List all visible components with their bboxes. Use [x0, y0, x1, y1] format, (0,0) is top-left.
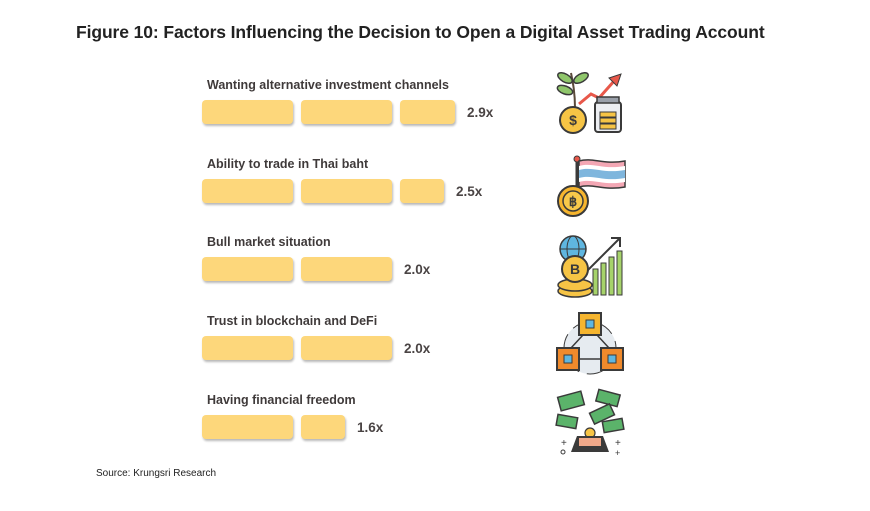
- factor-row: Ability to trade in Thai baht 2.5x: [200, 157, 540, 227]
- factor-row: Wanting alternative investment channels 2…: [200, 78, 540, 148]
- factor-bar-block: [301, 179, 392, 203]
- factor-label: Ability to trade in Thai baht: [207, 157, 369, 171]
- factor-bar-group: 2.9x: [202, 100, 542, 126]
- factor-row: Bull market situation 2.0x: [200, 235, 540, 305]
- factor-bar-block: [400, 179, 444, 203]
- factor-bar-block: [301, 336, 392, 360]
- blockchain-cubes-icon: [556, 312, 624, 375]
- factor-bar-group: 1.6x: [202, 415, 542, 441]
- factor-bar-block: [301, 100, 392, 124]
- factor-bar-block: [202, 415, 293, 439]
- factor-bar-block: [202, 257, 293, 281]
- factor-value-label: 2.0x: [404, 341, 431, 356]
- factor-bar-block: [202, 100, 293, 124]
- factor-bar-group: 2.5x: [202, 179, 542, 205]
- svg-text:$: $: [569, 112, 577, 128]
- factor-label: Having financial freedom: [207, 393, 356, 407]
- factor-bar-group: 2.0x: [202, 257, 542, 283]
- svg-text:B: B: [570, 261, 580, 277]
- factor-label: Bull market situation: [207, 235, 331, 249]
- factor-bar-block: [202, 336, 293, 360]
- factor-value-label: 2.0x: [404, 262, 431, 277]
- thai-flag-baht-coin-icon: ฿: [557, 155, 626, 217]
- chart-title: Figure 10: Factors Influencing the Decis…: [76, 22, 765, 42]
- svg-text:+: +: [615, 448, 620, 456]
- factor-row: Trust in blockchain and DeFi 2.0x: [200, 314, 540, 384]
- svg-text:+: +: [561, 438, 567, 449]
- svg-text:฿: ฿: [569, 194, 577, 209]
- investment-growth-icon: $: [556, 71, 622, 134]
- factor-bar-block: [301, 415, 345, 439]
- factor-label: Trust in blockchain and DeFi: [207, 314, 378, 328]
- factor-bar-block: [202, 179, 293, 203]
- svg-text:+: +: [615, 438, 621, 449]
- factor-value-label: 1.6x: [357, 420, 384, 435]
- factor-value-label: 2.9x: [467, 105, 494, 120]
- bitcoin-bull-market-icon: B: [557, 235, 623, 298]
- factor-bar-block: [301, 257, 392, 281]
- money-freedom-icon: + + +: [555, 388, 625, 456]
- source-note: Source: Krungsri Research: [96, 468, 217, 479]
- factor-bar-group: 2.0x: [202, 336, 542, 362]
- factor-bar-block: [400, 100, 455, 124]
- factor-row: Having financial freedom 1.6x: [200, 393, 540, 463]
- factor-value-label: 2.5x: [456, 184, 483, 199]
- factor-label: Wanting alternative investment channels: [207, 78, 449, 92]
